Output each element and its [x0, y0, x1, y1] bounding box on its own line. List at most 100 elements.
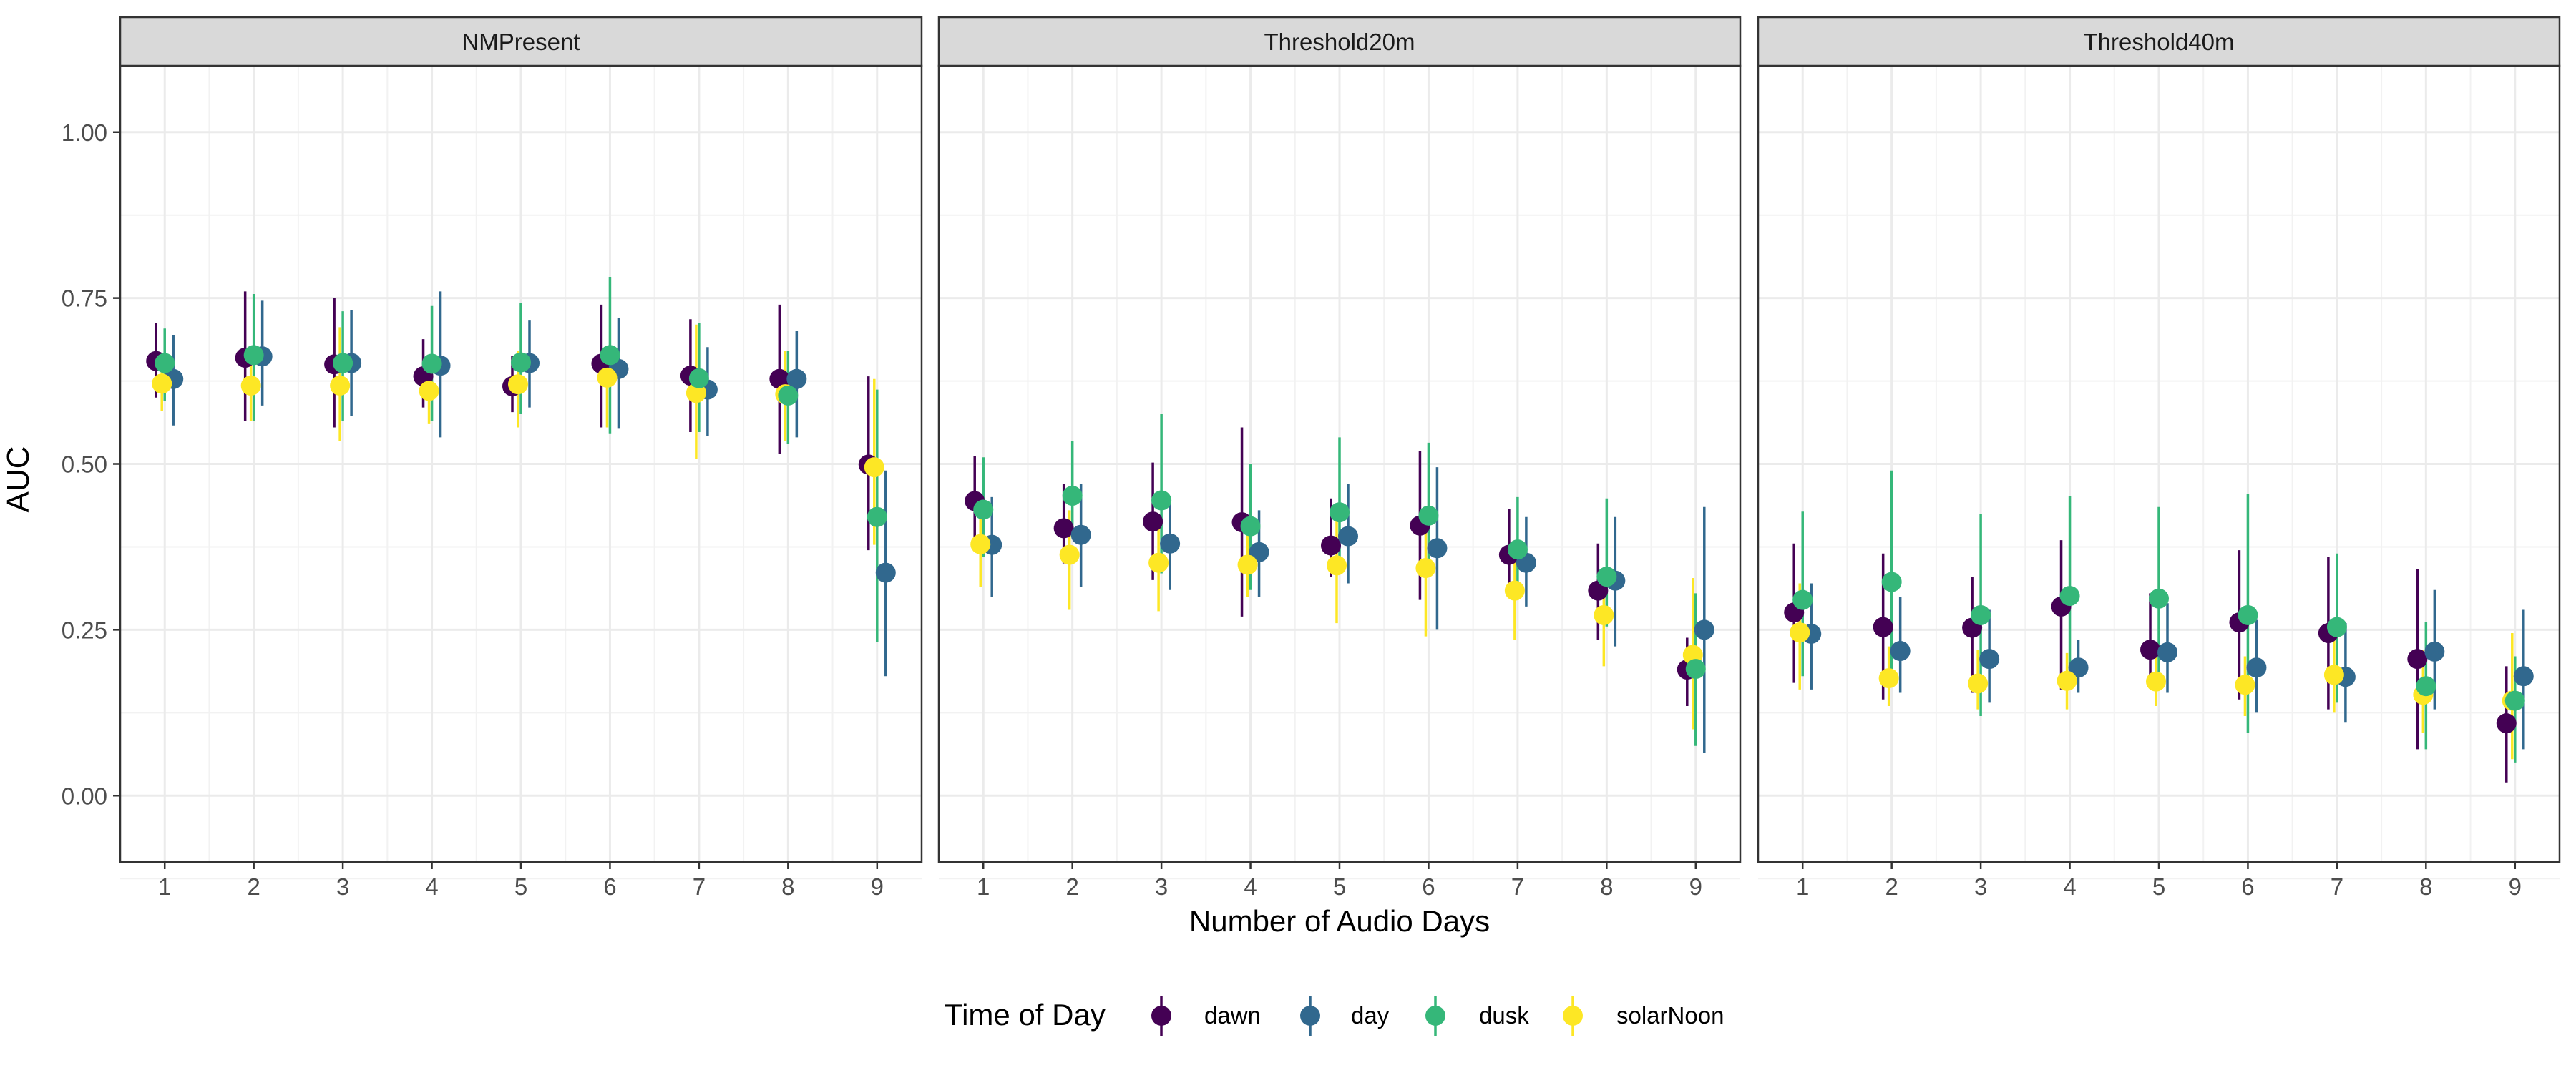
point-solarNoon — [1148, 552, 1169, 573]
x-tick-label: 1 — [158, 873, 171, 900]
x-tick-label: 7 — [1511, 873, 1524, 900]
facet-strip — [119, 16, 923, 67]
y-tick-label: 1.00 — [62, 119, 107, 146]
point-dusk — [2416, 676, 2436, 697]
x-tick-label: 8 — [2419, 873, 2432, 900]
facet-panel: Threshold40m 1 2 3 4 5 6 7 8 9 — [1757, 16, 2561, 900]
x-tick-label: 9 — [1689, 873, 1702, 900]
facet-panel: NMPresent 1 2 3 4 5 6 7 8 9 — [119, 16, 923, 900]
point-solarNoon — [597, 367, 618, 388]
point-dusk — [1418, 505, 1439, 526]
point-dusk — [243, 345, 264, 366]
point-day — [2513, 666, 2534, 687]
point-dusk — [2059, 586, 2080, 607]
point-dusk — [2149, 588, 2169, 609]
legend-key-point-day — [1300, 1006, 1320, 1026]
legend-label-day: day — [1351, 1002, 1390, 1029]
point-solarNoon — [1059, 544, 1080, 565]
point-dusk — [1151, 490, 1172, 511]
x-tick-label: 4 — [1244, 873, 1257, 900]
point-solarNoon — [1415, 558, 1436, 579]
y-tick-label: 0.75 — [62, 285, 107, 312]
facet-strip — [937, 16, 1742, 67]
point-dusk — [1685, 659, 1706, 680]
point-dusk — [1507, 539, 1528, 560]
point-day — [2068, 657, 2089, 678]
point-dusk — [1971, 604, 1991, 625]
x-tick-label: 6 — [2241, 873, 2254, 900]
legend-label-dusk: dusk — [1479, 1002, 1529, 1029]
point-dusk — [2326, 617, 2347, 637]
point-dusk — [1330, 502, 1350, 523]
point-day — [1070, 524, 1091, 545]
point-dawn — [2407, 649, 2428, 670]
x-tick-label: 7 — [2331, 873, 2343, 900]
legend-key-point-dusk — [1425, 1006, 1445, 1026]
point-dusk — [1062, 486, 1083, 506]
point-solarNoon — [1327, 555, 1347, 576]
y-tick-label: 0.25 — [62, 617, 107, 643]
point-dusk — [778, 385, 799, 406]
point-dusk — [867, 506, 887, 527]
point-day — [1979, 649, 2000, 670]
point-dawn — [1053, 518, 1074, 539]
point-solarNoon — [864, 457, 884, 478]
point-day — [2246, 657, 2267, 678]
point-dawn — [769, 368, 790, 389]
point-solarNoon — [1594, 604, 1614, 625]
facet-strip-label: NMPresent — [462, 29, 580, 55]
point-solarNoon — [508, 374, 528, 395]
point-solarNoon — [330, 376, 351, 396]
point-solarNoon — [240, 376, 261, 396]
point-solarNoon — [1878, 668, 1899, 689]
point-dusk — [688, 368, 709, 388]
x-tick-label: 6 — [603, 873, 616, 900]
y-axis-title: AUC — [1, 446, 36, 513]
x-tick-label: 5 — [1333, 873, 1346, 900]
point-solarNoon — [1968, 673, 1989, 694]
point-dawn — [1321, 535, 1341, 556]
legend-label-dawn: dawn — [1204, 1002, 1261, 1029]
legend-keys: dawn day dusk solarNoon — [1151, 996, 1724, 1036]
point-solarNoon — [1790, 622, 1810, 643]
y-tick-label: 0.50 — [62, 451, 107, 478]
point-dawn — [1143, 511, 1163, 532]
point-solarNoon — [1237, 554, 1258, 575]
point-solarNoon — [152, 373, 172, 394]
x-tick-label: 5 — [514, 873, 527, 900]
point-dusk — [1240, 516, 1261, 536]
point-dusk — [973, 499, 994, 520]
point-dusk — [2238, 604, 2258, 625]
point-day — [1890, 641, 1911, 662]
point-dusk — [1792, 589, 1813, 610]
point-day — [1160, 533, 1181, 554]
legend: Time of Day dawn day dusk solarNoon — [945, 996, 1724, 1036]
x-tick-label: 5 — [2152, 873, 2165, 900]
x-tick-label: 3 — [1974, 873, 1987, 900]
point-dusk — [600, 345, 620, 366]
x-tick-label: 2 — [1885, 873, 1898, 900]
point-dusk — [333, 353, 353, 373]
x-tick-label: 4 — [425, 873, 438, 900]
point-solarNoon — [2146, 671, 2166, 692]
x-tick-label: 2 — [247, 873, 260, 900]
facet-panel: Threshold20m 1 2 3 4 5 6 7 8 9 — [937, 16, 1742, 900]
point-day — [1427, 538, 1448, 559]
point-day — [1694, 619, 1714, 640]
x-tick-label: 1 — [977, 873, 990, 900]
point-solarNoon — [970, 534, 991, 554]
x-tick-label: 9 — [871, 873, 884, 900]
point-day — [1338, 526, 1358, 547]
point-solarNoon — [419, 381, 439, 401]
x-tick-label: 2 — [1065, 873, 1078, 900]
point-dusk — [1881, 572, 1902, 592]
point-solarNoon — [2057, 670, 2077, 691]
point-day — [875, 562, 896, 583]
point-day — [2157, 642, 2177, 662]
facet-strip-label: Threshold20m — [1264, 29, 1415, 55]
point-day — [786, 368, 807, 389]
y-axis: 0.00 0.25 0.50 0.75 1.00 — [62, 119, 120, 809]
point-dusk — [155, 353, 175, 373]
